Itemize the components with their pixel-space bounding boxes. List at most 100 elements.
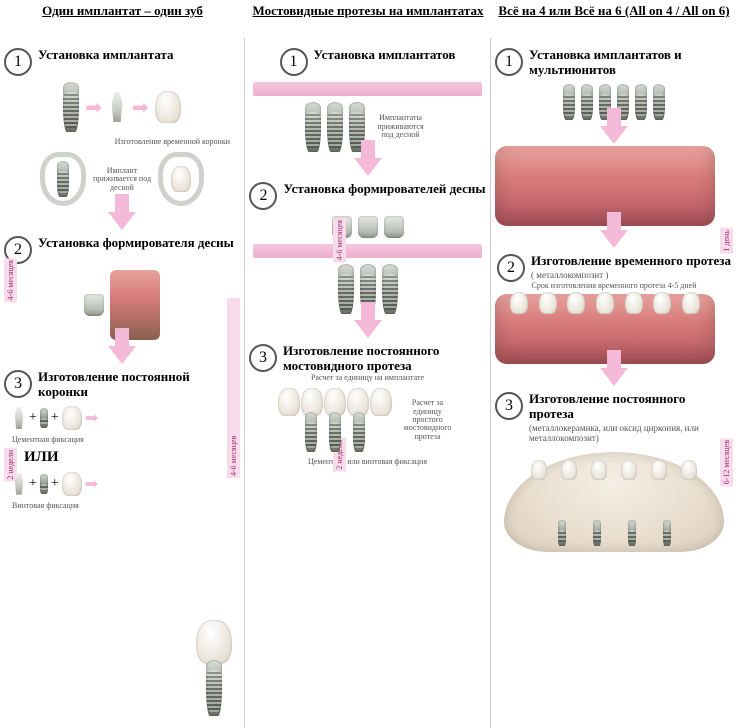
step-number: 3 bbox=[4, 370, 32, 398]
caption: Изготовление временной коронки bbox=[4, 138, 230, 146]
caption: Цементная фиксация bbox=[12, 436, 240, 444]
col3-header: Всё на 4 или Всё на 6 (All on 4 / All on… bbox=[491, 0, 737, 38]
gum-ring-icon bbox=[158, 152, 204, 206]
col3: 1 Установка имплантатов и мультиюнитов 1… bbox=[491, 38, 737, 728]
implant-icon bbox=[563, 84, 575, 120]
col1-step2: 2 Установка формирователя десны bbox=[4, 236, 240, 264]
gum-illustration bbox=[495, 294, 715, 364]
caption: Винтовая фиксация bbox=[12, 502, 240, 510]
bridge-icon bbox=[505, 292, 705, 314]
implant-icon bbox=[329, 412, 341, 452]
col2-step2-illus bbox=[249, 216, 486, 238]
implant-icon bbox=[305, 412, 317, 452]
col1-header: Один имплантат – один зуб bbox=[0, 0, 245, 38]
former-icon bbox=[358, 216, 378, 238]
arrow-down-icon bbox=[108, 212, 136, 230]
abutment-icon bbox=[12, 407, 26, 429]
implant-icon bbox=[63, 82, 79, 132]
caption: Имплантаты приживаются под десной bbox=[371, 114, 431, 139]
col1-step1-illus: ➡ ➡ bbox=[4, 82, 240, 132]
final-tooth-icon bbox=[196, 620, 232, 716]
step-title: Установка имплантатов bbox=[314, 48, 456, 63]
step-title: Установка формирователя десны bbox=[38, 236, 234, 251]
caption: Цементная или винтовая фиксация bbox=[249, 458, 486, 466]
arrow-down-icon bbox=[600, 230, 628, 248]
tooth-icon bbox=[155, 91, 181, 123]
implant-icon bbox=[581, 84, 593, 120]
implant-icon bbox=[338, 264, 354, 314]
gum-bar bbox=[253, 82, 482, 96]
step-subtitle: ( металлокомпозит ) bbox=[531, 271, 731, 281]
col2-step2: 2 Установка формирователей десны bbox=[249, 182, 486, 210]
gum-ring-icon bbox=[40, 152, 86, 206]
or-label: ИЛИ bbox=[24, 449, 240, 466]
col3-step1: 1 Установка имплантатов и мультиюнитов bbox=[495, 48, 733, 78]
step-number: 1 bbox=[4, 48, 32, 76]
step-title: Изготовление постоянного протеза bbox=[529, 392, 733, 422]
arrow-down-icon bbox=[354, 320, 382, 338]
duration-label: 1 день bbox=[720, 228, 733, 254]
duration-label: 4-6 месяцев bbox=[227, 298, 240, 478]
step-number: 1 bbox=[495, 48, 523, 76]
small-screw-icon bbox=[40, 474, 48, 494]
tooth-icon bbox=[171, 166, 191, 192]
step-number: 1 bbox=[280, 48, 308, 76]
implant-icon bbox=[353, 412, 365, 452]
col1-step3-opt1: + + ➡ bbox=[12, 406, 240, 430]
step-number: 3 bbox=[495, 392, 523, 420]
step-subtitle: (металлокерамика, или оксид циркония, ил… bbox=[529, 424, 733, 444]
col1-step3: 3 Изготовление постоянной коронки bbox=[4, 370, 240, 400]
col3-step3: 3 Изготовление постоянного протеза (мета… bbox=[495, 392, 733, 444]
caption: Расчет за единицу на имплантате bbox=[249, 374, 486, 382]
tooth-icon bbox=[62, 472, 82, 496]
step-title: Изготовление постоянного мостовидного пр… bbox=[283, 344, 486, 374]
step-number: 2 bbox=[249, 182, 277, 210]
col1: 1 Установка имплантата ➡ ➡ Изготовление … bbox=[0, 38, 245, 728]
step-number: 2 bbox=[497, 254, 525, 282]
small-screw-icon bbox=[40, 408, 48, 428]
arrow-down-icon bbox=[354, 158, 382, 176]
step-title: Установка имплантатов и мультиюнитов bbox=[529, 48, 733, 78]
col2: 1 Установка имплантатов Имплантаты прижи… bbox=[245, 38, 491, 728]
implant-icon bbox=[635, 84, 647, 120]
implant-icon bbox=[327, 102, 343, 152]
duration-label: 4-6 месяцев bbox=[4, 258, 17, 302]
duration-label: 2 недели bbox=[4, 448, 17, 482]
implant-icon bbox=[653, 84, 665, 120]
infographic-grid: Один имплантат – один зуб Мостовидные пр… bbox=[0, 0, 737, 728]
col2-step1: 1 Установка имплантатов bbox=[249, 48, 486, 76]
arrow-right-icon: ➡ bbox=[132, 95, 149, 120]
jaw-illustration bbox=[504, 452, 724, 552]
former-icon bbox=[384, 216, 404, 238]
implant-icon bbox=[382, 264, 398, 314]
step-title: Изготовление постоянной коронки bbox=[38, 370, 240, 400]
arrow-down-icon bbox=[600, 126, 628, 144]
duration-label: 6-12 месяцев bbox=[720, 438, 733, 486]
col1-step3-opt2: + + ➡ bbox=[12, 472, 240, 496]
arrow-right-icon: ➡ bbox=[85, 95, 102, 120]
col2-step3-illus: Расчет за единицу простого мостовидного … bbox=[249, 388, 486, 452]
caption: Имплант приживается под десной bbox=[92, 167, 152, 192]
tooth-icon bbox=[62, 406, 82, 430]
implant-icon bbox=[305, 102, 321, 152]
tooth-icon bbox=[196, 620, 232, 664]
col2-step3: 3 Изготовление постоянного мостовидного … bbox=[249, 344, 486, 374]
implant-icon bbox=[206, 660, 222, 716]
gum-illustration bbox=[495, 146, 715, 226]
col1-step1: 1 Установка имплантата bbox=[4, 48, 240, 76]
gum-bar bbox=[253, 244, 482, 258]
implant-icon bbox=[57, 161, 69, 197]
arrow-down-icon bbox=[108, 346, 136, 364]
step-number: 3 bbox=[249, 344, 277, 372]
former-icon bbox=[84, 294, 104, 316]
duration-label: 4-6 месяцев bbox=[333, 218, 346, 262]
col3-step2: 2 Изготовление временного протеза ( мета… bbox=[495, 254, 733, 282]
abutment-icon bbox=[108, 92, 126, 122]
step-title: Установка имплантата bbox=[38, 48, 174, 63]
step-title: Изготовление временного протеза bbox=[531, 254, 731, 269]
col2-header: Мостовидные протезы на имплантатах bbox=[245, 0, 491, 38]
arrow-down-icon bbox=[600, 368, 628, 386]
caption: Расчет за единицу простого мостовидного … bbox=[398, 399, 458, 441]
step-title: Установка формирователей десны bbox=[283, 182, 485, 197]
caption: Срок изготовления временного протеза 4-5… bbox=[495, 282, 733, 290]
